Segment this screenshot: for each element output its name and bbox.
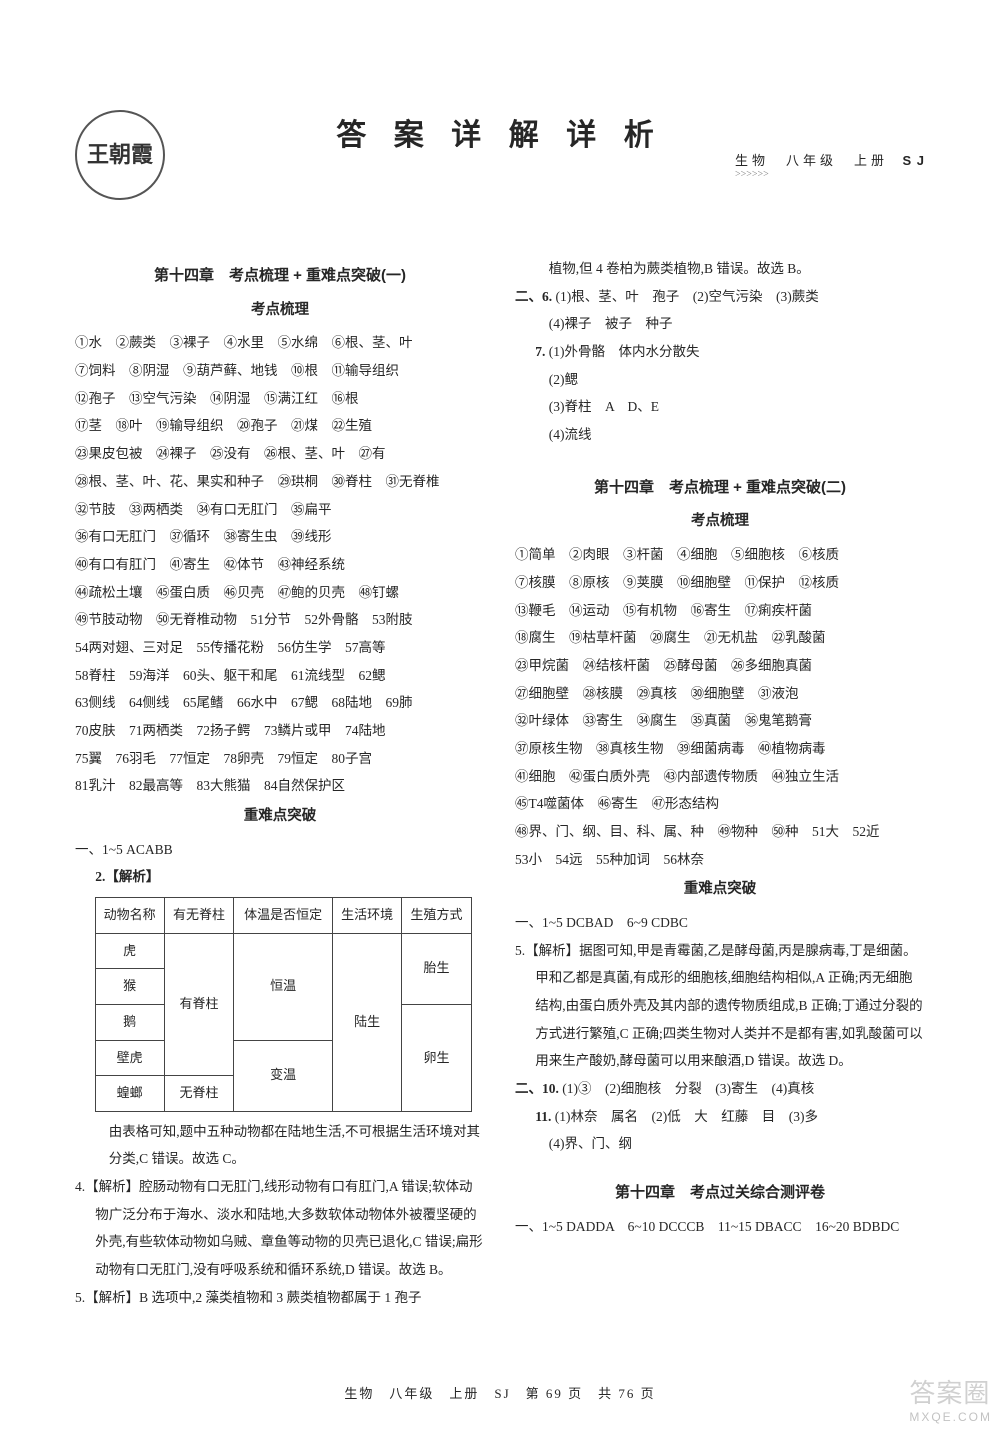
- explanation: 植物,但 4 卷柏为蕨类植物,B 错误。故选 B。: [515, 255, 925, 283]
- page-footer: 生物 八年级 上册 SJ 第 69 页 共 76 页: [0, 1383, 1000, 1402]
- th: 生活环境: [333, 897, 402, 933]
- q-label: 二、10.: [515, 1081, 559, 1096]
- th: 有无脊柱: [164, 897, 233, 933]
- th: 动物名称: [95, 897, 164, 933]
- kd-line: ㉜节肢 ㉝两栖类 ㉞有口无肛门 ㉟扁平: [75, 496, 485, 524]
- kd-line: ⑬鞭毛 ⑭运动 ⑮有机物 ⑯寄生 ⑰痢疾杆菌: [515, 597, 925, 625]
- kd-line: 63侧线 64侧线 65尾鳍 66水中 67鳃 68陆地 69肺: [75, 689, 485, 717]
- answer-text: (1)外骨骼 体内水分散失: [549, 344, 700, 359]
- answer-text: (3)脊柱 A D、E: [515, 393, 925, 421]
- sub-title: 考点梳理: [515, 507, 925, 537]
- q-label: 11.: [535, 1109, 551, 1124]
- section-title: 第十四章 考点梳理 + 重难点突破(二): [515, 473, 925, 504]
- td: 陆生: [333, 933, 402, 1111]
- kd-line: ㊵有口有肛门 ㊶寄生 ㊷体节 ㊸神经系统: [75, 551, 485, 579]
- td: 恒温: [234, 933, 333, 1040]
- kd-line: ㉘根、茎、叶、花、果实和种子 ㉙珙桐 ㉚脊柱 ㉛无脊椎: [75, 468, 485, 496]
- explanation: 4.【解析】腔肠动物有口无肛门,线形动物有口有肛门,A 错误;软体动物广泛分布于…: [75, 1173, 485, 1284]
- keypoint-list: ①简单 ②肉眼 ③杆菌 ④细胞 ⑤细胞核 ⑥核质 ⑦核膜 ⑧原核 ⑨荚膜 ⑩细胞…: [515, 541, 925, 873]
- kd-line: 81乳汁 82最高等 83大熊猫 84自然保护区: [75, 772, 485, 800]
- kd-line: ㉜叶绿体 ㉝寄生 ㉞腐生 ㉟真菌 ㊱鬼笔鹅膏: [515, 707, 925, 735]
- q-label: 二、6.: [515, 289, 552, 304]
- answer-block: 二、10. (1)③ (2)细胞核 分裂 (3)寄生 (4)真核: [515, 1075, 925, 1103]
- q-label: 7.: [535, 344, 545, 359]
- book-edition: S J: [902, 153, 925, 168]
- td: 无脊柱: [164, 1076, 233, 1112]
- section-title: 第十四章 考点过关综合测评卷: [515, 1178, 925, 1209]
- answer-line: 一、1~5 DCBAD 6~9 CDBC: [515, 909, 925, 937]
- td: 变温: [234, 1040, 333, 1111]
- td: 猴: [95, 969, 164, 1005]
- kd-line: ㊲原核生物 ㊳真核生物 ㊴细菌病毒 ㊵植物病毒: [515, 735, 925, 763]
- td: 壁虎: [95, 1040, 164, 1076]
- td: 虎: [95, 933, 164, 969]
- animal-table: 动物名称 有无脊柱 体温是否恒定 生活环境 生殖方式 虎 有脊柱 恒温 陆生 胎…: [95, 897, 472, 1112]
- kd-line: ㉓甲烷菌 ㉔结核杆菌 ㉕酵母菌 ㉖多细胞真菌: [515, 652, 925, 680]
- explanation: 由表格可知,题中五种动物都在陆地生活,不可根据生活环境对其分类,C 错误。故选 …: [75, 1118, 485, 1173]
- td: 有脊柱: [164, 933, 233, 1076]
- book-subject: 生物 八年级 上册: [735, 153, 888, 168]
- kd-line: ①简单 ②肉眼 ③杆菌 ④细胞 ⑤细胞核 ⑥核质: [515, 541, 925, 569]
- th: 生殖方式: [402, 897, 471, 933]
- page-header: 王朝霞 生物 八年级 上册 S J >>>>>> 答 案 详 解 详 析: [75, 110, 925, 240]
- right-column: 植物,但 4 卷柏为蕨类植物,B 错误。故选 B。 二、6. (1)根、茎、叶 …: [515, 255, 925, 1312]
- answer-line: 一、1~5 ACABB: [75, 836, 485, 864]
- answer-text: (4)流线: [515, 421, 925, 449]
- td: 卵生: [402, 1004, 471, 1111]
- answer-block: 11. (1)林奈 属名 (2)低 大 红藤 目 (3)多: [515, 1103, 925, 1131]
- logo-text: 王朝霞: [87, 144, 153, 166]
- kd-line: ㊾节肢动物 ㊿无脊椎动物 51分节 52外骨骼 53附肢: [75, 606, 485, 634]
- kd-line: 70皮肤 71两栖类 72扬子鳄 73鳞片或甲 74陆地: [75, 717, 485, 745]
- answer-text: (1)③ (2)细胞核 分裂 (3)寄生 (4)真核: [562, 1081, 814, 1096]
- kd-line: ㊺T4噬菌体 ㊻寄生 ㊼形态结构: [515, 790, 925, 818]
- decor-arrows: >>>>>>: [735, 169, 925, 180]
- kd-line: ⑦饲料 ⑧阴湿 ⑨葫芦藓、地钱 ⑩根 ⑪输导组织: [75, 357, 485, 385]
- answer-block: 7. (1)外骨骼 体内水分散失: [515, 338, 925, 366]
- kd-line: ①水 ②蕨类 ③裸子 ④水里 ⑤水绵 ⑥根、茎、叶: [75, 329, 485, 357]
- kd-line: ㉓果皮包被 ㉔裸子 ㉕没有 ㉖根、茎、叶 ㉗有: [75, 440, 485, 468]
- td: 蝗螂: [95, 1076, 164, 1112]
- sub-title: 重难点突破: [75, 802, 485, 832]
- kd-line: 54两对翅、三对足 55传播花粉 56仿生学 57高等: [75, 634, 485, 662]
- td: 胎生: [402, 933, 471, 1004]
- kd-line: ㊹疏松土壤 ㊺蛋白质 ㊻贝壳 ㊼鲍的贝壳 ㊽钉螺: [75, 579, 485, 607]
- left-column: 第十四章 考点梳理 + 重难点突破(一) 考点梳理 ①水 ②蕨类 ③裸子 ④水里…: [75, 255, 485, 1312]
- sub-title: 重难点突破: [515, 875, 925, 905]
- keypoint-list: ①水 ②蕨类 ③裸子 ④水里 ⑤水绵 ⑥根、茎、叶 ⑦饲料 ⑧阴湿 ⑨葫芦藓、地…: [75, 329, 485, 799]
- answer-text: (2)鳃: [515, 366, 925, 394]
- sub-title: 考点梳理: [75, 296, 485, 326]
- kd-line: 53小 54远 55种加词 56林奈: [515, 846, 925, 874]
- answer-text: (4)界、门、纲: [515, 1130, 925, 1158]
- kd-line: ㊶细胞 ㊷蛋白质外壳 ㊸内部遗传物质 ㊹独立生活: [515, 763, 925, 791]
- th: 体温是否恒定: [234, 897, 333, 933]
- q-label: 2.【解析】: [75, 863, 485, 891]
- watermark: 答案圈 MXQE.COM: [909, 1373, 992, 1424]
- kd-line: ⑦核膜 ⑧原核 ⑨荚膜 ⑩细胞壁 ⑪保护 ⑫核质: [515, 569, 925, 597]
- kd-line: ⑫孢子 ⑬空气污染 ⑭阴湿 ⑮满江红 ⑯根: [75, 385, 485, 413]
- answer-line: 一、1~5 DADDA 6~10 DCCCB 11~15 DBACC 16~20…: [515, 1213, 925, 1241]
- answer-text: (1)林奈 属名 (2)低 大 红藤 目 (3)多: [555, 1109, 818, 1124]
- brand-logo: 王朝霞: [75, 110, 165, 200]
- kd-line: 58脊柱 59海洋 60头、躯干和尾 61流线型 62鳃: [75, 662, 485, 690]
- td: 鹅: [95, 1004, 164, 1040]
- content-columns: 第十四章 考点梳理 + 重难点突破(一) 考点梳理 ①水 ②蕨类 ③裸子 ④水里…: [75, 255, 925, 1312]
- explanation: 5.【解析】B 选项中,2 藻类植物和 3 蕨类植物都属于 1 孢子: [75, 1284, 485, 1312]
- book-info: 生物 八年级 上册 S J >>>>>>: [735, 150, 925, 180]
- section-title: 第十四章 考点梳理 + 重难点突破(一): [75, 261, 485, 292]
- kd-line: ⑱腐生 ⑲枯草杆菌 ⑳腐生 ㉑无机盐 ㉒乳酸菌: [515, 624, 925, 652]
- watermark-small: MXQE.COM: [909, 1410, 992, 1424]
- kd-line: ⑰茎 ⑱叶 ⑲输导组织 ⑳孢子 ㉑煤 ㉒生殖: [75, 412, 485, 440]
- explanation: 5.【解析】据图可知,甲是青霉菌,乙是酵母菌,丙是腺病毒,丁是细菌。甲和乙都是真…: [515, 937, 925, 1075]
- answer-block: 二、6. (1)根、茎、叶 孢子 (2)空气污染 (3)蕨类: [515, 283, 925, 311]
- kd-line: ㊽界、门、纲、目、科、属、种 ㊾物种 ㊿种 51大 52近: [515, 818, 925, 846]
- kd-line: 75翼 76羽毛 77恒定 78卵壳 79恒定 80子宫: [75, 745, 485, 773]
- page-title: 答 案 详 解 详 析: [75, 110, 925, 154]
- kd-line: ㉗细胞壁 ㉘核膜 ㉙真核 ㉚细胞壁 ㉛液泡: [515, 680, 925, 708]
- answer-text: (4)裸子 被子 种子: [515, 310, 925, 338]
- table-row: 虎 有脊柱 恒温 陆生 胎生: [95, 933, 471, 969]
- answer-text: (1)根、茎、叶 孢子 (2)空气污染 (3)蕨类: [556, 289, 819, 304]
- table-row: 动物名称 有无脊柱 体温是否恒定 生活环境 生殖方式: [95, 897, 471, 933]
- kd-line: ㊱有口无肛门 ㊲循环 ㊳寄生虫 ㊴线形: [75, 523, 485, 551]
- watermark-big: 答案圈: [909, 1378, 990, 1408]
